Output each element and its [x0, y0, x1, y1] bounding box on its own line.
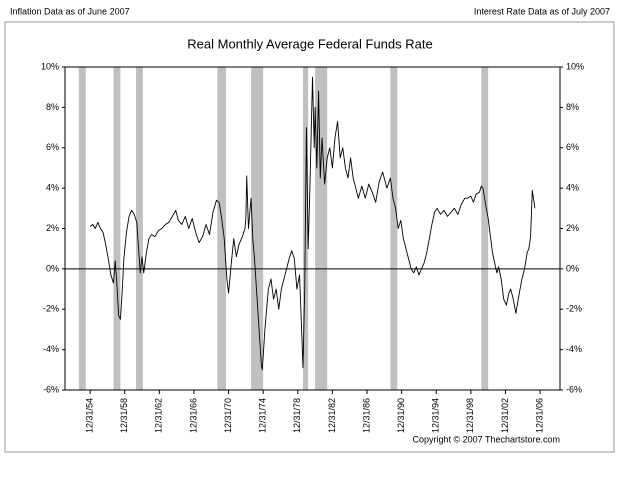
x-tick-label: 12/31/82: [327, 398, 337, 433]
y2-tick-label: -6%: [566, 384, 582, 394]
x-tick-label: 12/31/54: [84, 398, 94, 433]
x-tick-label: 12/31/66: [188, 398, 198, 433]
x-tick-label: 12/31/02: [500, 398, 510, 433]
y-tick-label: -4%: [43, 344, 59, 354]
y-tick-label: 10%: [41, 61, 59, 71]
shaded-period: [481, 67, 489, 390]
y2-tick-label: -4%: [566, 344, 582, 354]
x-tick-label: 12/31/78: [292, 398, 302, 433]
y2-tick-label: 4%: [566, 183, 579, 193]
x-tick-label: 12/31/62: [154, 398, 164, 433]
note-right: Interest Rate Data as of July 2007: [474, 6, 610, 16]
shaded-period: [251, 67, 264, 390]
copyright: Copyright © 2007 Thechartstore.com: [412, 434, 560, 444]
y2-tick-label: 0%: [566, 263, 579, 273]
shaded-period: [315, 67, 328, 390]
y-tick-label: 8%: [46, 102, 59, 112]
y-tick-label: 2%: [46, 223, 59, 233]
x-tick-label: 12/31/94: [431, 398, 441, 433]
shaded-period: [217, 67, 226, 390]
note-left: Inflation Data as of June 2007: [10, 6, 130, 16]
x-tick-label: 12/31/98: [465, 398, 475, 433]
x-tick-label: 12/31/86: [361, 398, 371, 433]
y2-tick-label: 8%: [566, 102, 579, 112]
x-tick-label: 12/31/70: [223, 398, 233, 433]
y-tick-label: -6%: [43, 384, 59, 394]
x-tick-label: 12/31/74: [258, 398, 268, 433]
y2-tick-label: -2%: [566, 304, 582, 314]
shaded-period: [390, 67, 398, 390]
line-series: [89, 76, 536, 371]
y2-tick-label: 2%: [566, 223, 579, 233]
y2-tick-label: 10%: [566, 61, 584, 71]
chart-frame: [4, 21, 615, 453]
shaded-period: [113, 67, 121, 390]
x-tick-label: 12/31/90: [396, 398, 406, 433]
y-tick-label: -2%: [43, 304, 59, 314]
y-tick-label: 4%: [46, 183, 59, 193]
x-tick-label: 12/31/06: [534, 398, 544, 433]
y-tick-label: 0%: [46, 263, 59, 273]
chart-title: Real Monthly Average Federal Funds Rate: [187, 36, 432, 51]
y2-tick-label: 6%: [566, 142, 579, 152]
x-tick-label: 12/31/58: [119, 398, 129, 433]
shaded-period: [78, 67, 86, 390]
shaded-period: [135, 67, 143, 390]
y-tick-label: 6%: [46, 142, 59, 152]
